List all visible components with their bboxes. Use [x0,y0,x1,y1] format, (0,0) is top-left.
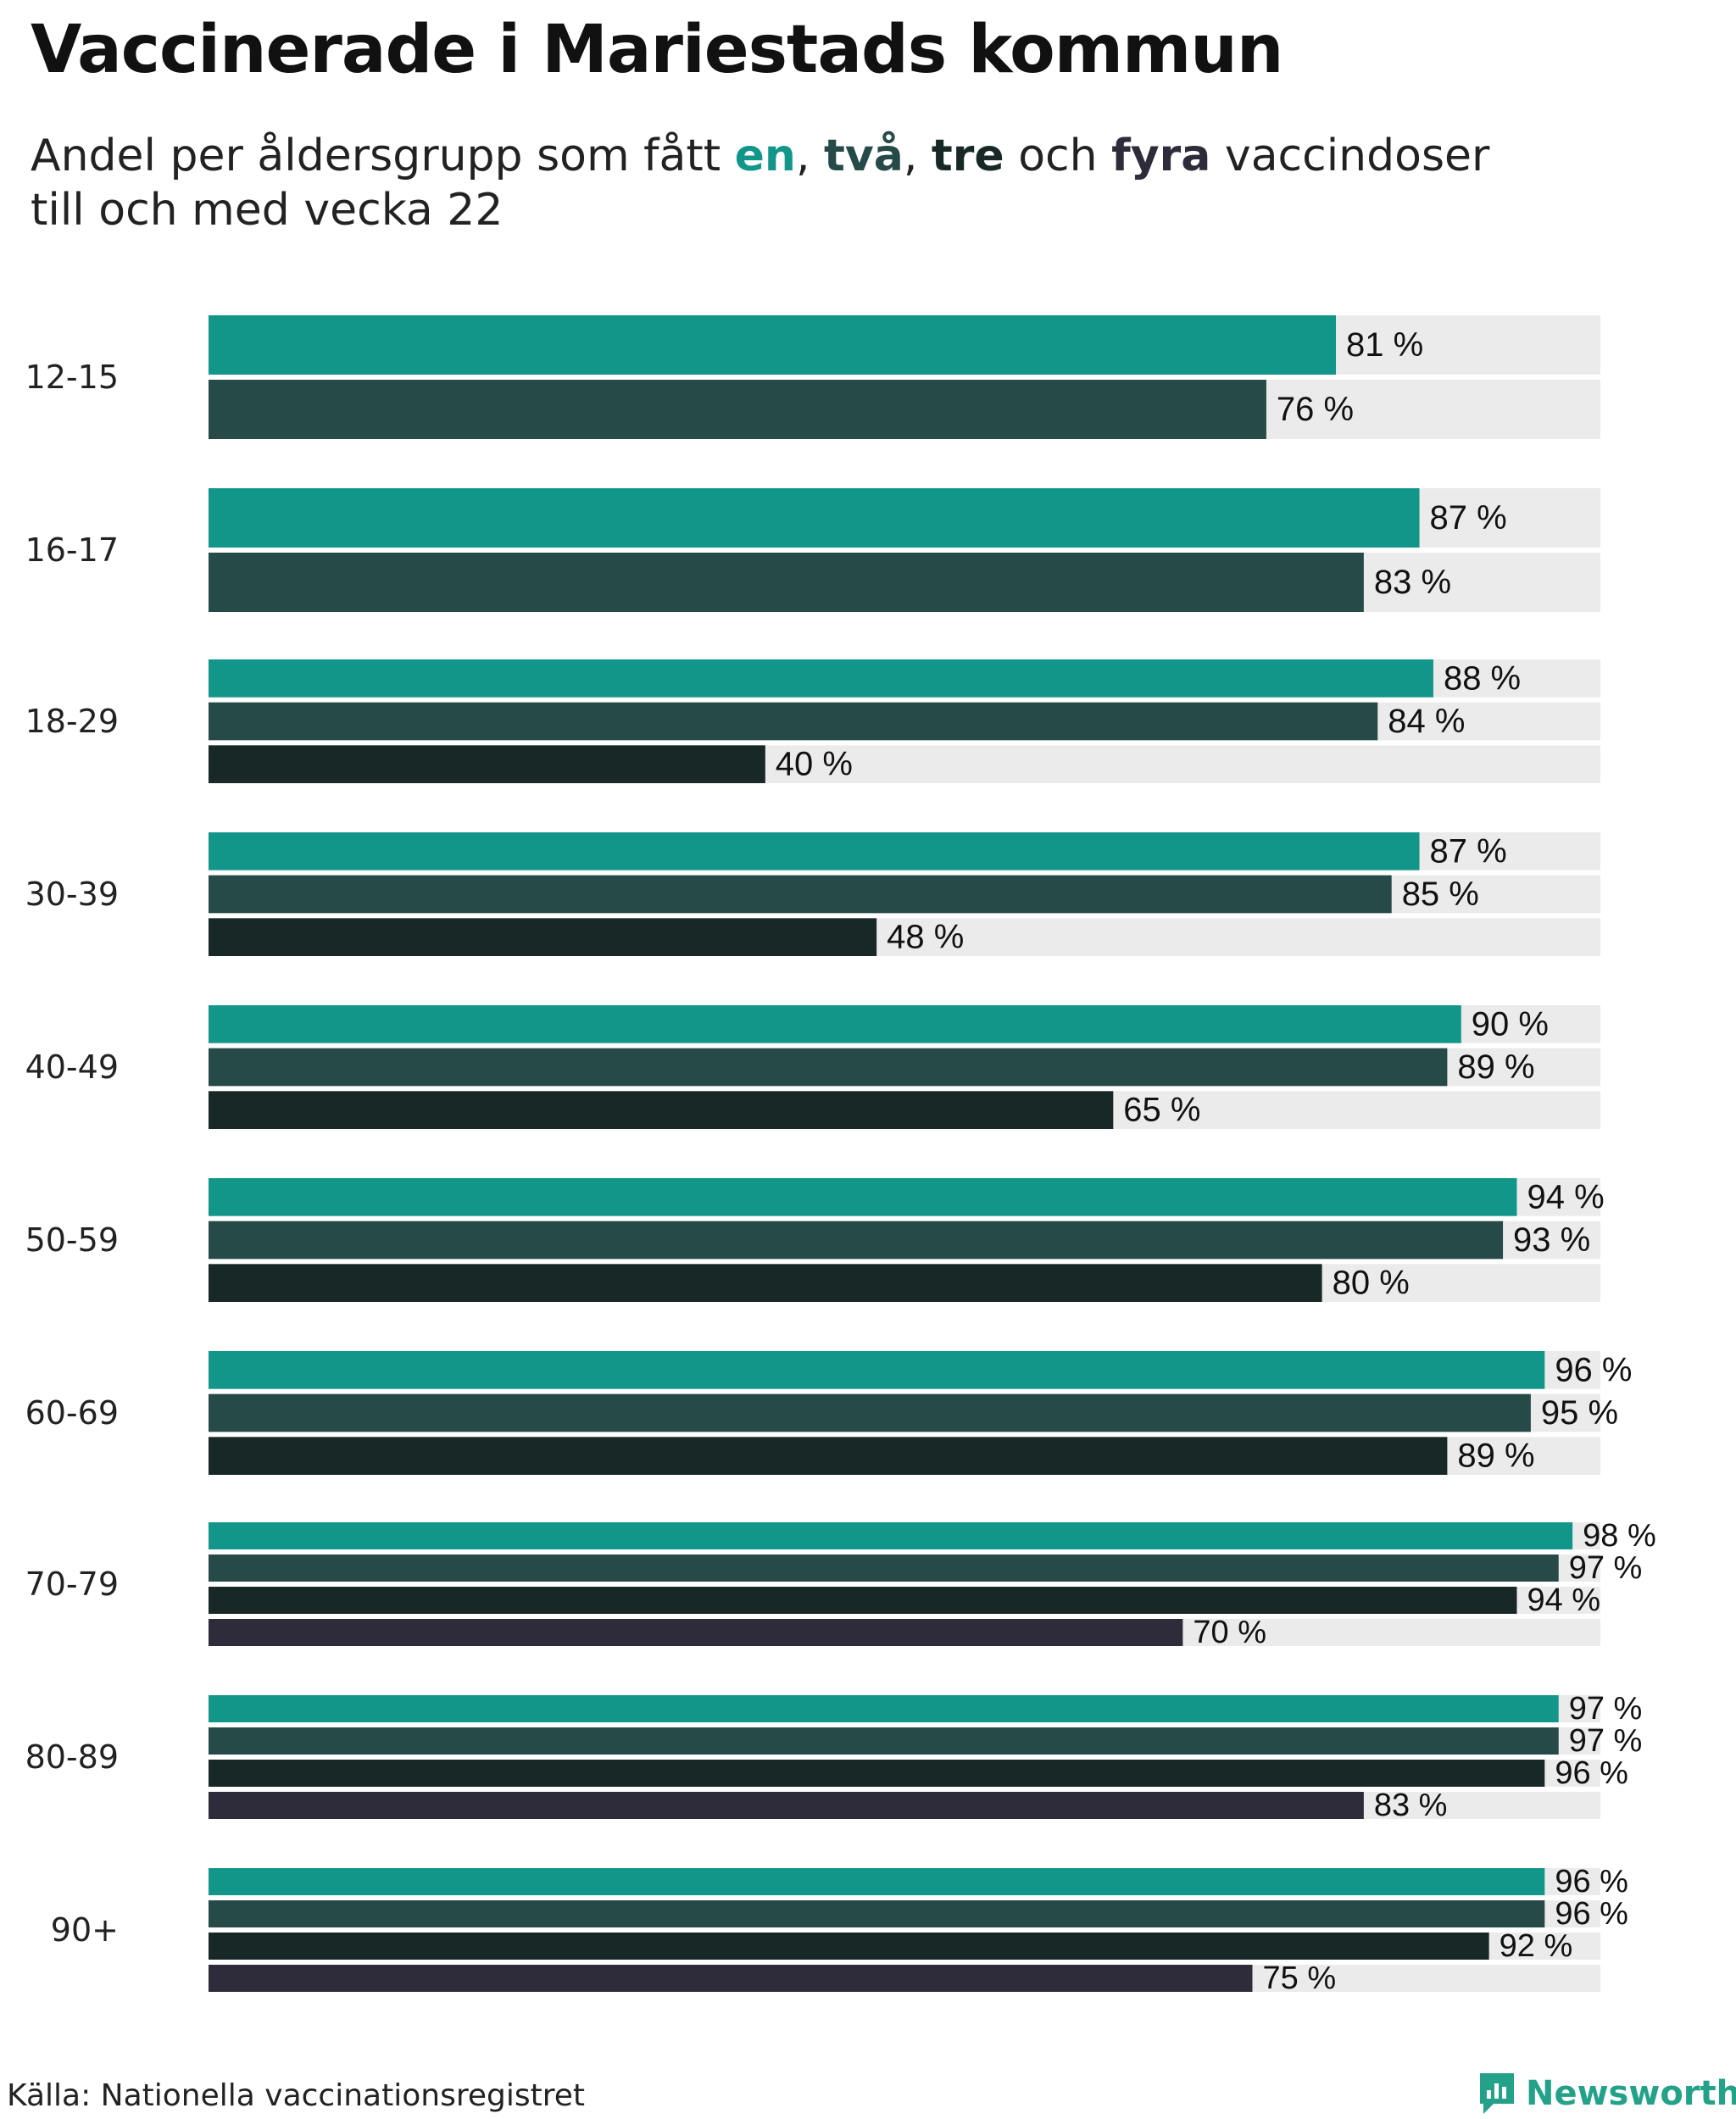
dose-word-en: en [734,131,796,181]
data-label-tva-50-59: 93 % [1513,1221,1590,1259]
source-note: Källa: Nationella vaccinationsregistret [7,2078,585,2113]
category-label: 40-49 [25,1048,119,1086]
data-label-en-30-39: 87 % [1430,832,1507,870]
data-label-tre-40-49: 65 % [1123,1092,1200,1129]
data-label-tre-18-29: 40 % [776,746,853,783]
dose-word-fyra: fyra [1111,131,1211,181]
data-label-tva-16-17: 83 % [1374,564,1451,601]
category-label: 60-69 [25,1394,119,1432]
category-label: 12-15 [25,359,119,396]
bar-tva-18-29 [209,702,1378,741]
bar-tva-60-69 [209,1393,1531,1432]
bar-en-60-69 [209,1351,1545,1389]
data-label-tre-90+: 92 % [1500,1928,1573,1964]
age-group-40-49: 40-49 90 % 89 % 65 % [25,1005,1600,1129]
age-group-70-79: 70-79 98 %97 %94 % 70 % [25,1518,1656,1650]
category-label: 30-39 [25,876,119,913]
bar-tva-70-79 [209,1554,1559,1582]
subtitle-prefix: Andel per åldersgrupp som fått [31,131,735,181]
data-label-en-12-15: 81 % [1346,326,1423,364]
bar-en-50-59 [209,1178,1517,1216]
data-label-tre-30-39: 48 % [887,919,964,956]
data-label-tre-60-69: 89 % [1457,1438,1534,1475]
data-label-en-90+: 96 % [1555,1864,1628,1899]
bar-fyra-80-89 [209,1792,1364,1819]
bar-tre-70-79 [209,1587,1517,1614]
data-label-tre-50-59: 80 % [1333,1265,1410,1302]
data-label-fyra-80-89: 83 % [1374,1788,1448,1823]
data-label-en-40-49: 90 % [1472,1005,1549,1043]
chart-subtitle: Andel per åldersgrupp som fått en, två, … [31,129,1641,237]
bar-tva-30-39 [209,875,1392,914]
age-group-60-69: 60-69 96 % 95 %89 % [25,1351,1632,1475]
data-label-tva-30-39: 85 % [1402,876,1479,913]
age-group-12-15: 12-15 81 % 76 % [25,315,1600,439]
newsworthy-logo-icon [1480,2073,1514,2114]
age-group-30-39: 30-39 87 % 85 % 48 % [25,832,1600,956]
bar-tva-40-49 [209,1048,1448,1087]
bar-fyra-90+ [209,1965,1253,1992]
bar-tva-50-59 [209,1221,1504,1260]
bar-tre-50-59 [209,1264,1322,1302]
data-label-fyra-70-79: 70 % [1193,1615,1266,1650]
data-label-tva-80-89: 97 % [1569,1723,1643,1759]
bar-en-18-29 [209,659,1433,698]
bar-tva-12-15 [209,380,1266,439]
category-label: 80-89 [25,1738,119,1776]
data-label-en-70-79: 98 % [1583,1518,1656,1554]
category-label: 90+ [51,1911,119,1949]
bar-tre-60-69 [209,1437,1448,1475]
brand-logo: Newsworthy [1477,2070,1736,2117]
data-label-tva-12-15: 76 % [1277,391,1354,428]
data-label-tva-18-29: 84 % [1388,703,1465,740]
bar-en-16-17 [209,488,1420,548]
category-label: 16-17 [25,531,119,569]
data-label-tva-60-69: 95 % [1541,1394,1618,1432]
age-group-18-29: 18-29 88 % 84 % 40 % [25,659,1600,783]
chart-title: Vaccinerade i Mariestads kommun [31,12,1283,88]
bar-tva-80-89 [209,1727,1559,1755]
subtitle-separator: , [903,131,932,181]
data-label-tva-70-79: 97 % [1569,1550,1643,1586]
data-label-en-16-17: 87 % [1430,499,1507,537]
bar-tva-16-17 [209,553,1364,612]
category-label: 70-79 [25,1566,119,1603]
bar-tva-90+ [209,1900,1545,1927]
bar-tre-80-89 [209,1760,1545,1787]
bar-en-30-39 [209,832,1420,870]
bar-tre-30-39 [209,918,877,956]
bar-en-70-79 [209,1522,1573,1549]
bar-en-80-89 [209,1695,1559,1722]
bar-en-90+ [209,1868,1545,1895]
category-label: 18-29 [25,703,119,740]
age-group-90+: 90+96 %96 %92 %75 % [51,1864,1628,1996]
dose-word-tre: tre [931,131,1004,181]
data-label-fyra-90+: 75 % [1263,1960,1337,1996]
dose-word-tva: två [824,131,904,181]
bar-en-40-49 [209,1005,1461,1043]
bar-tre-40-49 [209,1091,1114,1129]
data-label-tre-70-79: 94 % [1527,1582,1600,1618]
category-label: 50-59 [25,1221,119,1259]
bar-fyra-70-79 [209,1619,1183,1646]
data-label-tre-80-89: 96 % [1555,1755,1628,1791]
data-label-tva-90+: 96 % [1555,1896,1628,1932]
age-group-50-59: 50-59 94 % 93 % 80 % [25,1178,1605,1302]
subtitle-separator: och [1004,131,1112,181]
data-label-en-50-59: 94 % [1527,1178,1604,1215]
bar-chart: 12-15 81 % 76 % 16-17 87 % 83 % 18-29 88 % 84 % 4… [25,315,1656,1996]
data-label-en-80-89: 97 % [1569,1691,1643,1727]
data-label-tva-40-49: 89 % [1457,1048,1534,1086]
subtitle-suffix: vaccindoser [1210,131,1490,181]
bar-tre-90+ [209,1933,1489,1960]
age-group-16-17: 16-17 87 % 83 % [25,488,1600,612]
bar-en-12-15 [209,315,1337,375]
data-label-en-60-69: 96 % [1555,1351,1632,1388]
bar-tre-18-29 [209,745,765,783]
subtitle-line-2: till och med vecka 22 [31,185,504,236]
subtitle-separator: , [795,131,825,181]
data-label-en-18-29: 88 % [1444,659,1521,697]
brand-name: Newsworthy [1526,2074,1736,2113]
